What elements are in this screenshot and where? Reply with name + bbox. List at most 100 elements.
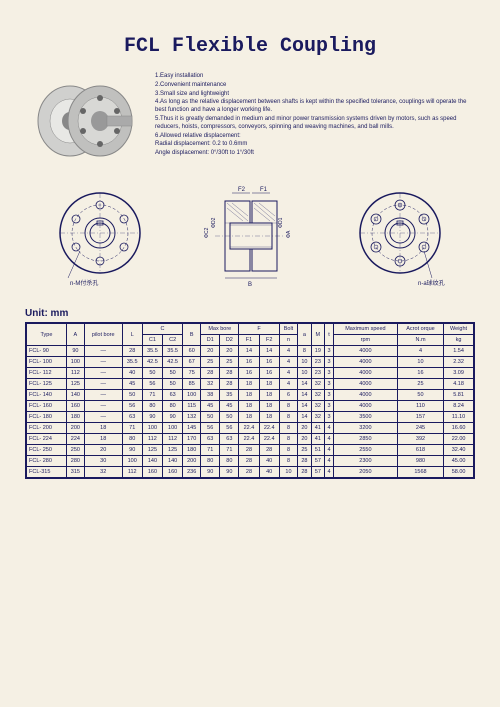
- table-cell: 11.10: [444, 412, 474, 423]
- th-c: C: [142, 323, 182, 335]
- table-cell: FCL- 90: [26, 346, 66, 357]
- table-cell: 56: [122, 401, 142, 412]
- table-cell: —: [84, 401, 122, 412]
- table-cell: 4: [279, 379, 297, 390]
- table-cell: 6: [279, 390, 297, 401]
- table-cell: 90: [201, 467, 220, 479]
- table-cell: 71: [220, 445, 239, 456]
- svg-text:n-M付杀孔: n-M付杀孔: [70, 279, 98, 287]
- table-cell: 125: [66, 379, 84, 390]
- table-cell: 50: [201, 412, 220, 423]
- th-nm: N.m: [397, 335, 443, 346]
- table-cell: 57: [311, 456, 324, 467]
- table-cell: 18: [84, 423, 122, 434]
- th-maxbore: Max bore: [201, 323, 239, 335]
- table-cell: FCL- 140: [26, 390, 66, 401]
- table-cell: 3: [325, 379, 334, 390]
- table-row: FCL- 112112—4050507528281616410233400016…: [26, 368, 474, 379]
- table-cell: 50: [163, 379, 183, 390]
- table-cell: 125: [142, 445, 162, 456]
- th-maxspeed: Maximum speed: [333, 323, 397, 335]
- table-cell: 10: [279, 467, 297, 479]
- svg-text:F2: F2: [238, 187, 246, 193]
- table-cell: 40: [259, 467, 279, 479]
- table-cell: 67: [183, 357, 201, 368]
- table-cell: 20: [298, 434, 311, 445]
- table-cell: 100: [142, 423, 162, 434]
- table-cell: 18: [239, 379, 259, 390]
- diagram-section: F2 F1 ΦD1 ΦA ΦD2 ΦC2 B: [190, 183, 310, 293]
- table-cell: 42.5: [142, 357, 162, 368]
- table-row: FCL- 2242241880112112170636322.422.48204…: [26, 434, 474, 445]
- table-cell: 18: [84, 434, 122, 445]
- table-cell: 25: [298, 445, 311, 456]
- th-f: F: [239, 323, 279, 335]
- table-cell: FCL- 280: [26, 456, 66, 467]
- table-cell: 35.5: [122, 357, 142, 368]
- table-cell: 200: [66, 423, 84, 434]
- table-cell: 180: [183, 445, 201, 456]
- feature-7: Radial displacement: 0.2 to 0.6mm: [155, 141, 475, 149]
- table-cell: 63: [122, 412, 142, 423]
- table-cell: 14: [298, 412, 311, 423]
- table-cell: 25: [397, 379, 443, 390]
- feature-8: Angle displacement: 0°/30ft to 1°/30ft: [155, 150, 475, 158]
- table-cell: 140: [163, 456, 183, 467]
- table-cell: FCL- 250: [26, 445, 66, 456]
- table-cell: 32: [311, 412, 324, 423]
- table-cell: 160: [142, 467, 162, 479]
- table-cell: 32: [84, 467, 122, 479]
- diagram-left-flange: n-M付杀孔: [40, 183, 160, 293]
- table-cell: 18: [259, 379, 279, 390]
- table-cell: 3200: [333, 423, 397, 434]
- table-cell: —: [84, 390, 122, 401]
- table-cell: 100: [122, 456, 142, 467]
- th-d1: D1: [201, 335, 220, 346]
- table-row: FCL- 140140—5071631003835181861432340005…: [26, 390, 474, 401]
- table-cell: 10: [298, 368, 311, 379]
- th-rpm: rpm: [333, 335, 397, 346]
- table-cell: 16.60: [444, 423, 474, 434]
- table-cell: 28: [239, 467, 259, 479]
- th-pilot: pilot bore: [84, 323, 122, 346]
- table-cell: 1568: [397, 467, 443, 479]
- table-cell: 90: [66, 346, 84, 357]
- table-cell: 28: [259, 445, 279, 456]
- svg-text:F1: F1: [260, 187, 268, 193]
- th-acrot: Acrot orque: [397, 323, 443, 335]
- th-l: L: [122, 323, 142, 346]
- table-cell: 22.00: [444, 434, 474, 445]
- table-cell: 56: [220, 423, 239, 434]
- table-cell: 3: [325, 368, 334, 379]
- th-c2: C2: [163, 335, 183, 346]
- table-cell: 22.4: [239, 423, 259, 434]
- table-cell: 20: [220, 346, 239, 357]
- table-cell: FCL- 180: [26, 412, 66, 423]
- table-cell: 50: [122, 390, 142, 401]
- table-cell: 19: [311, 346, 324, 357]
- feature-3: 3.Small size and lightweight: [155, 91, 475, 99]
- table-cell: 4: [397, 346, 443, 357]
- table-cell: —: [84, 379, 122, 390]
- table-cell: 125: [163, 445, 183, 456]
- table-cell: 250: [66, 445, 84, 456]
- table-cell: 71: [122, 423, 142, 434]
- table-cell: 28: [239, 445, 259, 456]
- feature-2: 2.Convenient maintenance: [155, 82, 475, 90]
- table-row: FCL- 160160—5680801154545181881432340001…: [26, 401, 474, 412]
- table-cell: 28: [298, 467, 311, 479]
- table-cell: 56: [142, 379, 162, 390]
- table-cell: 18: [239, 412, 259, 423]
- table-cell: 23: [311, 368, 324, 379]
- table-cell: 3: [325, 412, 334, 423]
- table-cell: 140: [142, 456, 162, 467]
- table-cell: —: [84, 412, 122, 423]
- page-title: FCL Flexible Coupling: [25, 35, 475, 58]
- table-cell: FCL- 224: [26, 434, 66, 445]
- table-cell: 30: [84, 456, 122, 467]
- th-weight: Weight: [444, 323, 474, 335]
- table-cell: 5.81: [444, 390, 474, 401]
- table-cell: 32: [311, 390, 324, 401]
- table-cell: 22.4: [259, 423, 279, 434]
- th-kg: kg: [444, 335, 474, 346]
